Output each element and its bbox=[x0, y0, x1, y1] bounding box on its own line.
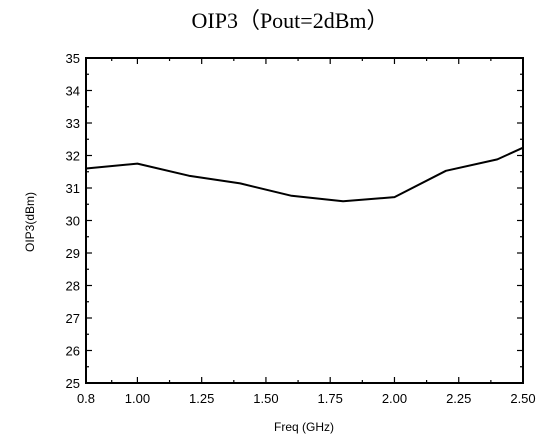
y-tick-label: 32 bbox=[66, 149, 80, 164]
y-tick-label: 29 bbox=[66, 246, 80, 261]
y-tick-label: 27 bbox=[66, 311, 80, 326]
y-axis-label: OIP3(dBm) bbox=[23, 192, 37, 252]
x-tick-label: 2.25 bbox=[446, 391, 471, 406]
y-tick-label: 31 bbox=[66, 181, 80, 196]
x-axis-label: Freq (GHz) bbox=[274, 420, 334, 434]
y-tick-label: 33 bbox=[66, 116, 80, 131]
x-tick-label: 2.00 bbox=[382, 391, 407, 406]
y-tick-label: 28 bbox=[66, 279, 80, 294]
chart-title: OIP3（Pout=2dBm） bbox=[192, 8, 389, 33]
x-tick-label: 0.8 bbox=[77, 391, 95, 406]
axis-ticks bbox=[85, 57, 524, 384]
x-tick-label: 1.00 bbox=[125, 391, 150, 406]
x-tick-label: 1.75 bbox=[318, 391, 343, 406]
series-line-oip3 bbox=[85, 146, 524, 203]
tick-labels: 25 26 27 28 29 30 31 32 33 34 35 0.8 1.00 1.25 1.50 1.7… bbox=[66, 51, 536, 406]
x-tick-label: 1.50 bbox=[253, 391, 278, 406]
y-tick-label: 25 bbox=[66, 376, 80, 391]
y-tick-label: 35 bbox=[66, 51, 80, 66]
x-tick-label: 2.50 bbox=[510, 391, 535, 406]
plot-frame bbox=[85, 57, 524, 384]
y-tick-label: 26 bbox=[66, 344, 80, 359]
y-tick-label: 30 bbox=[66, 214, 80, 229]
y-tick-label: 34 bbox=[66, 84, 80, 99]
x-tick-label: 1.25 bbox=[189, 391, 214, 406]
